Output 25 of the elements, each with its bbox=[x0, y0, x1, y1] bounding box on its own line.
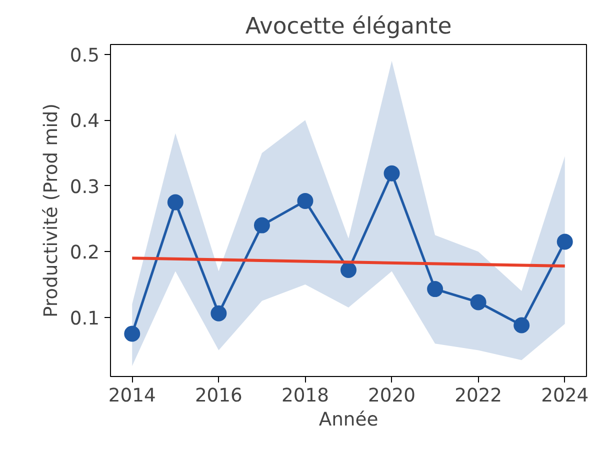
point bbox=[514, 317, 530, 334]
x-axis-title: Année bbox=[318, 410, 378, 430]
point bbox=[210, 305, 227, 322]
x-tick-label: 2020 bbox=[368, 386, 416, 406]
point bbox=[427, 281, 444, 298]
y-tick-label: 0.1 bbox=[70, 308, 100, 330]
y-axis-title: Productivité (Prod mid) bbox=[40, 103, 62, 318]
y-tick-label: 0.3 bbox=[70, 176, 100, 198]
x-tick-label: 2014 bbox=[108, 386, 156, 406]
point bbox=[297, 192, 314, 209]
point bbox=[254, 217, 270, 234]
x-tick-label: 2018 bbox=[281, 386, 329, 406]
y-tick-label: 0.2 bbox=[70, 242, 100, 264]
y-tick-label: 0.5 bbox=[70, 45, 100, 66]
y-tick-label: 0.4 bbox=[70, 111, 100, 132]
point bbox=[340, 262, 356, 278]
chart-title: Avocette élégante bbox=[245, 14, 452, 40]
point bbox=[167, 194, 184, 210]
point bbox=[124, 326, 140, 342]
x-tick-label: 2022 bbox=[454, 386, 502, 406]
x-tick-label: 2016 bbox=[194, 386, 242, 406]
point bbox=[470, 294, 486, 310]
point bbox=[384, 165, 400, 182]
x-tick-label: 2024 bbox=[541, 386, 589, 406]
point bbox=[556, 234, 573, 250]
